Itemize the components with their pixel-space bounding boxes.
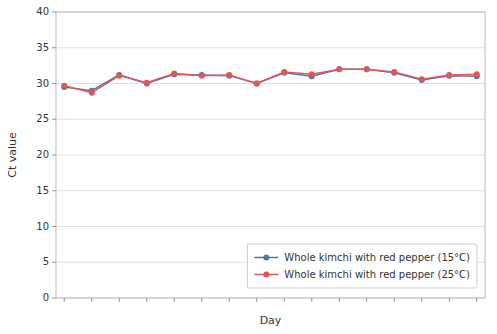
data-point [116, 72, 122, 78]
data-point [336, 66, 342, 72]
x-tick [229, 298, 230, 302]
grid-line [56, 47, 485, 48]
x-tick [339, 298, 340, 302]
x-tick [119, 298, 120, 302]
data-point [419, 77, 425, 83]
data-point [171, 70, 177, 76]
y-tick-label: 20 [36, 149, 49, 160]
plot-frame [56, 12, 485, 298]
x-axis-label: Day [260, 314, 282, 327]
y-tick [52, 12, 56, 13]
grid [56, 12, 485, 298]
y-tick [52, 47, 56, 48]
data-point [116, 73, 122, 79]
x-tick [64, 298, 65, 302]
y-tick-label: 40 [36, 6, 49, 17]
legend-box [247, 244, 477, 288]
data-layer [61, 66, 480, 96]
legend-label: Whole kimchi with red pepper (15°C) [284, 252, 470, 263]
data-point [309, 71, 315, 77]
y-tick-label: 25 [36, 113, 49, 124]
y-tick-label: 30 [36, 78, 49, 89]
y-tick [52, 298, 56, 299]
data-point [226, 72, 232, 78]
y-tick-label: 5 [43, 256, 49, 267]
data-point [199, 73, 205, 79]
data-point [391, 70, 397, 76]
data-point [391, 69, 397, 75]
x-tick [91, 298, 92, 302]
data-point [364, 66, 370, 72]
x-tick [421, 298, 422, 302]
x-tick [201, 298, 202, 302]
data-point [474, 71, 480, 77]
x-tick [311, 298, 312, 302]
y-tick [52, 83, 56, 84]
axes: 0 5 10 15 20 25 30 35 40 [36, 6, 476, 303]
grid-line [56, 119, 485, 120]
y-tick [52, 190, 56, 191]
legend-marker [263, 272, 269, 278]
data-point [281, 70, 287, 76]
x-tick [366, 298, 367, 302]
data-point [226, 73, 232, 79]
x-tick [284, 298, 285, 302]
legend: Whole kimchi with red pepper (15°C) Whole… [247, 244, 477, 288]
y-tick-label: 0 [43, 292, 49, 303]
data-point [446, 73, 452, 79]
data-point [144, 81, 150, 87]
x-tick [174, 298, 175, 302]
x-tick [394, 298, 395, 302]
data-point [336, 66, 342, 72]
data-point [144, 80, 150, 86]
data-point [446, 72, 452, 78]
y-tick-label: 35 [36, 42, 49, 53]
grid-line [56, 190, 485, 191]
y-tick [52, 262, 56, 263]
legend-label: Whole kimchi with red pepper (25°C) [284, 269, 470, 280]
data-point [199, 72, 205, 78]
y-tick [52, 155, 56, 156]
data-point [89, 90, 95, 96]
series-line [64, 69, 477, 93]
y-tick-label: 15 [36, 185, 49, 196]
y-tick [52, 226, 56, 227]
chart-container: 0 5 10 15 20 25 30 35 40 Day Ct value Whole kimchi … [0, 0, 497, 334]
grid-line [56, 83, 485, 84]
data-point [419, 76, 425, 82]
x-tick [476, 298, 477, 302]
x-tick [449, 298, 450, 302]
series-line [64, 69, 477, 90]
data-point [364, 66, 370, 72]
data-point [254, 81, 260, 87]
grid-line [56, 226, 485, 227]
data-point [171, 71, 177, 77]
x-tick [146, 298, 147, 302]
data-point [254, 81, 260, 87]
y-tick-label: 10 [36, 221, 49, 232]
y-axis-label: Ct value [6, 132, 19, 178]
legend-marker [263, 255, 269, 261]
chart-svg: 0 5 10 15 20 25 30 35 40 Day Ct value Whole kimchi … [0, 0, 497, 334]
y-tick [52, 119, 56, 120]
grid-line [56, 155, 485, 156]
data-point [281, 69, 287, 75]
data-point [61, 83, 67, 89]
x-tick [256, 298, 257, 302]
